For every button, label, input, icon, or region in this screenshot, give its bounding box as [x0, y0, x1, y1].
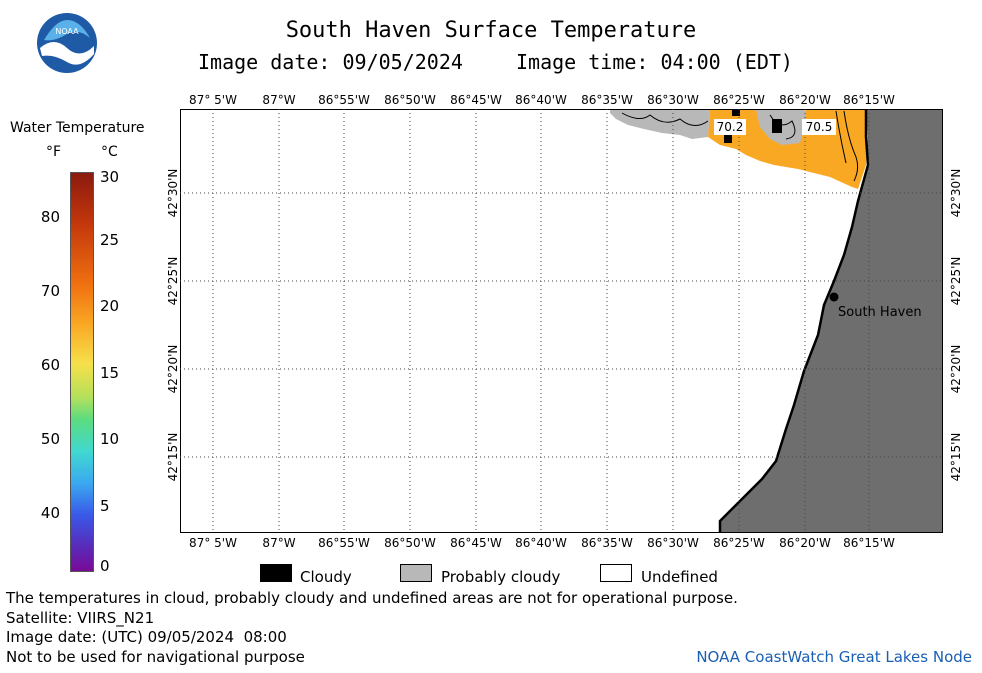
lon-label: 86°20'W: [779, 93, 831, 107]
lon-label: 86°30'W: [647, 536, 699, 550]
cloud-patch: [732, 110, 740, 116]
lon-label: 86°30'W: [647, 93, 699, 107]
lat-label: 42°15'N: [166, 432, 180, 482]
f-tick: 50: [40, 430, 60, 448]
c-tick: 25: [100, 231, 120, 249]
lon-label: 86°25'W: [713, 93, 765, 107]
f-tick: 60: [40, 356, 60, 374]
probably-cloudy-swatch: [400, 564, 432, 582]
coastline: [718, 110, 870, 532]
contour-line: [621, 110, 859, 182]
satellite-text: Satellite: VIIRS_N21: [6, 609, 155, 627]
probably-cloudy-label: Probably cloudy: [441, 568, 561, 586]
map-title: South Haven Surface Temperature: [285, 18, 697, 43]
f-tick: 40: [40, 504, 60, 522]
lon-label: 87° 5'W: [189, 536, 237, 550]
temp-label-bg: [802, 119, 836, 135]
logo-text: NOAA: [55, 27, 79, 36]
lon-label: 86°40'W: [515, 536, 567, 550]
cloud-patch: [724, 135, 732, 143]
utc-date-text: Image date: (UTC) 09/05/2024 08:00: [6, 628, 287, 646]
cloudy-label: Cloudy: [300, 568, 352, 586]
lon-label: 86°50'W: [384, 93, 436, 107]
credit-text: NOAA CoastWatch Great Lakes Node: [696, 648, 972, 666]
c-tick: 10: [100, 430, 120, 448]
f-tick: 80: [40, 208, 60, 226]
lat-label: 42°15'N: [949, 432, 963, 482]
temp-label-bg: [714, 119, 746, 135]
c-tick: 0: [100, 557, 110, 575]
cloud-patch: [772, 119, 782, 133]
lon-label: 86°25'W: [713, 536, 765, 550]
lon-label: 86°40'W: [515, 93, 567, 107]
map-panel: 70.2 70.5 South Haven: [180, 109, 943, 533]
lon-label: 86°15'W: [843, 93, 895, 107]
undefined-label: Undefined: [641, 568, 718, 586]
lat-label: 42°30'N: [166, 168, 180, 218]
lon-label: 86°35'W: [581, 93, 633, 107]
lon-label: 87° 5'W: [189, 93, 237, 107]
lat-label: 42°20'N: [166, 344, 180, 394]
lat-label: 42°25'N: [949, 256, 963, 306]
f-tick: 70: [40, 282, 60, 300]
c-tick: 15: [100, 364, 120, 382]
cloudy-swatch: [260, 564, 292, 582]
city-marker: [829, 292, 839, 302]
undefined-swatch: [600, 564, 632, 582]
c-tick: 20: [100, 297, 120, 315]
temp-label: 70.5: [806, 120, 833, 134]
lat-label: 42°25'N: [166, 256, 180, 306]
unit-celsius: °C: [101, 144, 118, 160]
lon-label: 86°45'W: [450, 536, 502, 550]
lon-label: 87°W: [262, 93, 296, 107]
city-label: South Haven: [838, 305, 922, 320]
probably-cloudy-area: [610, 110, 710, 139]
lon-label: 86°55'W: [318, 93, 370, 107]
legend-title: Water Temperature: [10, 120, 145, 136]
c-tick: 30: [100, 168, 120, 186]
lon-label: 86°35'W: [581, 536, 633, 550]
temperature-colorbar: [70, 172, 94, 572]
lon-label: 86°50'W: [384, 536, 436, 550]
unit-fahrenheit: °F: [46, 144, 62, 160]
lon-label: 86°55'W: [318, 536, 370, 550]
noaa-logo: NOAA: [37, 13, 97, 73]
land-area: [720, 110, 942, 532]
disclaimer-text: The temperatures in cloud, probably clou…: [6, 589, 738, 607]
graticule: [180, 109, 943, 533]
navigation-warning: Not to be used for navigational purpose: [6, 648, 305, 666]
image-time: Image time: 04:00 (EDT): [516, 50, 793, 74]
image-date: Image date: 09/05/2024: [198, 50, 463, 74]
lon-label: 86°15'W: [843, 536, 895, 550]
lon-label: 86°20'W: [779, 536, 831, 550]
lat-label: 42°20'N: [949, 344, 963, 394]
lat-label: 42°30'N: [949, 168, 963, 218]
lon-label: 86°45'W: [450, 93, 502, 107]
c-tick: 5: [100, 497, 110, 515]
lon-label: 87°W: [262, 536, 296, 550]
temp-label: 70.2: [717, 120, 744, 134]
